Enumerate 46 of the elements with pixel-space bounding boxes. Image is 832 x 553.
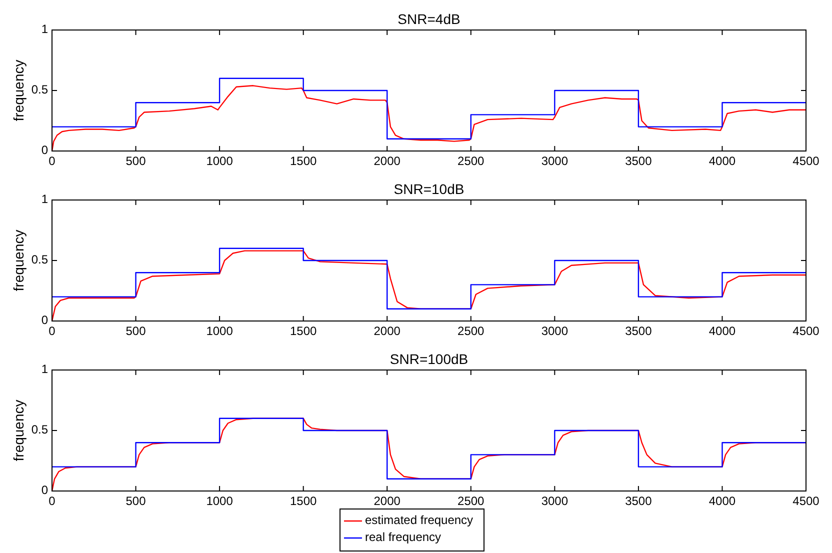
y-tick-label: 1 [41,192,48,206]
chart-title: SNR=4dB [398,11,460,27]
x-tick-label: 3500 [625,154,652,168]
x-tick-label: 3500 [625,324,652,338]
x-tick-label: 500 [126,154,146,168]
x-tick-label: 1000 [206,154,234,168]
y-tick-label: 0 [41,313,48,328]
x-tick-label: 1000 [206,324,234,338]
legend-label: real frequency [365,530,442,544]
line-series [51,250,807,322]
x-tick-label: 2500 [458,494,485,508]
y-tick-label: 0 [41,483,48,498]
x-tick-label: 1000 [206,494,234,508]
x-tick-label: 1500 [290,324,318,338]
x-tick-label: 3000 [541,324,568,338]
x-tick-label: 500 [126,324,146,338]
x-tick-label: 4000 [708,494,736,508]
x-tick-label: 500 [126,494,146,508]
y-tick-label: 0 [41,143,48,158]
x-tick-label: 2500 [458,154,485,168]
x-tick-label: 2500 [458,324,485,338]
x-tick-label: 3500 [625,494,652,508]
x-tick-label: 1500 [290,154,318,168]
x-tick-label: 4000 [708,154,736,168]
x-tick-label: 4500 [792,154,820,168]
y-tick-label: 0.5 [31,422,48,437]
y-axis-title: frequency [10,60,27,122]
y-tick-label: 0.5 [31,252,48,267]
legend-label: estimated frequency [365,513,474,528]
x-tick-label: 2000 [374,494,401,508]
y-axis-title: frequency [10,230,27,292]
x-tick-label: 4500 [792,324,820,338]
x-tick-label: 3000 [541,154,568,168]
y-tick-label: 1 [41,362,48,376]
chart-title: SNR=10dB [394,181,464,197]
chart-title: SNR=100dB [390,351,468,367]
y-axis-title: frequency [10,400,27,462]
y-tick-label: 1 [41,22,48,36]
line-series [51,85,807,152]
x-tick-label: 2000 [374,324,401,338]
x-tick-label: 4000 [708,324,736,338]
y-tick-label: 0.5 [31,82,48,97]
x-tick-label: 3000 [541,494,568,508]
x-tick-label: 1500 [290,494,318,508]
x-tick-label: 4500 [792,494,820,508]
x-tick-label: 2000 [374,154,401,168]
